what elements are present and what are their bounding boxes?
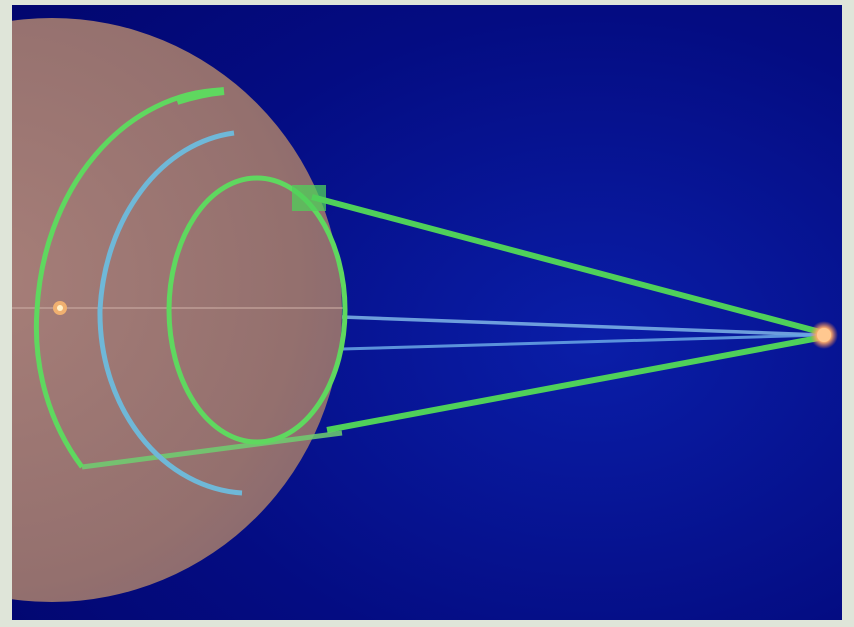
diagram-frame <box>12 5 842 620</box>
inner-orbit-ring <box>166 175 348 445</box>
inner-ray-lines <box>341 315 823 351</box>
ring-highlight <box>292 185 326 211</box>
outer-orbit-arc <box>33 87 223 469</box>
light-cone-diagram <box>12 5 842 620</box>
outer-orbit-tip <box>175 87 225 105</box>
planet-sphere <box>12 18 342 602</box>
light-cone-lines <box>81 194 825 470</box>
middle-orbit-arc <box>97 130 243 496</box>
